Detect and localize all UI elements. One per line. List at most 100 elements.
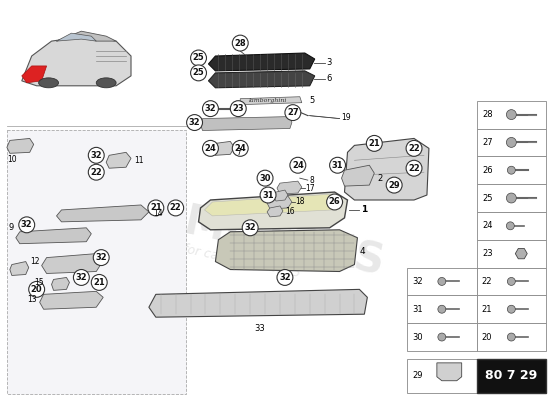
Text: 22: 22 — [90, 168, 102, 177]
Circle shape — [191, 50, 206, 66]
Text: 5: 5 — [310, 96, 315, 105]
Text: 31: 31 — [412, 305, 422, 314]
Text: 14: 14 — [153, 210, 162, 218]
Polygon shape — [199, 192, 348, 230]
Text: 33: 33 — [255, 324, 266, 333]
Text: 31: 31 — [332, 161, 343, 170]
Circle shape — [242, 220, 258, 236]
Polygon shape — [515, 248, 527, 259]
Bar — [477, 240, 546, 268]
Polygon shape — [22, 36, 131, 86]
Text: 21: 21 — [482, 305, 492, 314]
Text: 23: 23 — [482, 249, 493, 258]
Text: 22: 22 — [170, 204, 182, 212]
Polygon shape — [22, 66, 47, 83]
Text: 32: 32 — [95, 253, 107, 262]
Bar — [407, 359, 477, 393]
Text: 32: 32 — [21, 220, 32, 229]
Text: 26: 26 — [329, 198, 340, 206]
Circle shape — [191, 65, 206, 81]
Text: 32: 32 — [279, 273, 291, 282]
Text: 23: 23 — [233, 104, 244, 113]
Text: EUROMOTORS: EUROMOTORS — [53, 175, 388, 285]
Circle shape — [186, 114, 202, 130]
Polygon shape — [342, 165, 375, 186]
Bar — [7, 130, 186, 394]
Circle shape — [148, 200, 164, 216]
Bar — [477, 359, 546, 393]
Polygon shape — [273, 190, 288, 201]
Circle shape — [230, 101, 246, 116]
Text: 21: 21 — [368, 139, 380, 148]
Circle shape — [202, 140, 218, 156]
Polygon shape — [52, 278, 69, 290]
Text: 26: 26 — [482, 166, 493, 175]
Circle shape — [94, 250, 109, 266]
Circle shape — [257, 170, 273, 186]
Text: a passion for cars since 1985: a passion for cars since 1985 — [120, 229, 301, 280]
Text: 22: 22 — [408, 164, 420, 173]
Text: 4: 4 — [359, 247, 365, 256]
Text: 19: 19 — [342, 113, 351, 122]
Circle shape — [290, 157, 306, 173]
Bar — [407, 295, 477, 323]
Text: lamborghini: lamborghini — [249, 98, 287, 103]
Text: 32: 32 — [412, 277, 422, 286]
Polygon shape — [344, 138, 429, 200]
Text: 25: 25 — [482, 194, 493, 202]
Text: 24: 24 — [482, 221, 493, 230]
Circle shape — [386, 177, 402, 193]
Text: 22: 22 — [482, 277, 492, 286]
Bar — [477, 268, 546, 295]
Circle shape — [507, 193, 516, 203]
Circle shape — [89, 164, 104, 180]
Text: 15: 15 — [34, 278, 43, 287]
Circle shape — [438, 305, 446, 313]
Text: 12: 12 — [30, 257, 40, 266]
Text: 11: 11 — [134, 156, 144, 165]
Text: 6: 6 — [327, 74, 332, 83]
Circle shape — [406, 140, 422, 156]
Text: 3: 3 — [327, 58, 332, 68]
Text: 24: 24 — [234, 144, 246, 153]
Circle shape — [507, 138, 516, 147]
Circle shape — [168, 200, 184, 216]
Circle shape — [260, 187, 276, 203]
Text: 9: 9 — [9, 223, 14, 232]
Circle shape — [366, 136, 382, 151]
Text: 1: 1 — [361, 206, 367, 214]
Text: 29: 29 — [412, 371, 422, 380]
Circle shape — [438, 278, 446, 286]
Text: 27: 27 — [287, 108, 299, 117]
Circle shape — [327, 194, 343, 210]
Circle shape — [507, 166, 515, 174]
Polygon shape — [16, 228, 91, 244]
Polygon shape — [10, 262, 29, 276]
Text: 32: 32 — [205, 104, 216, 113]
Text: 24: 24 — [292, 161, 304, 170]
Bar — [477, 184, 546, 212]
Text: 21: 21 — [94, 278, 105, 287]
Circle shape — [89, 147, 104, 163]
Polygon shape — [208, 53, 315, 71]
Bar — [477, 212, 546, 240]
Text: 32: 32 — [75, 273, 87, 282]
Text: 28: 28 — [482, 110, 493, 119]
Polygon shape — [57, 31, 116, 41]
Polygon shape — [149, 289, 367, 317]
Circle shape — [19, 217, 35, 233]
Text: 20: 20 — [482, 332, 492, 342]
Text: 7: 7 — [236, 148, 241, 157]
Circle shape — [507, 305, 515, 313]
Polygon shape — [267, 196, 292, 209]
Circle shape — [232, 35, 248, 51]
Ellipse shape — [39, 78, 58, 88]
Text: 10: 10 — [7, 155, 16, 164]
Text: 32: 32 — [189, 118, 200, 127]
Polygon shape — [208, 71, 315, 88]
Circle shape — [438, 333, 446, 341]
Polygon shape — [267, 206, 283, 217]
Circle shape — [507, 278, 515, 286]
Text: 27: 27 — [482, 138, 493, 147]
Circle shape — [202, 101, 218, 116]
